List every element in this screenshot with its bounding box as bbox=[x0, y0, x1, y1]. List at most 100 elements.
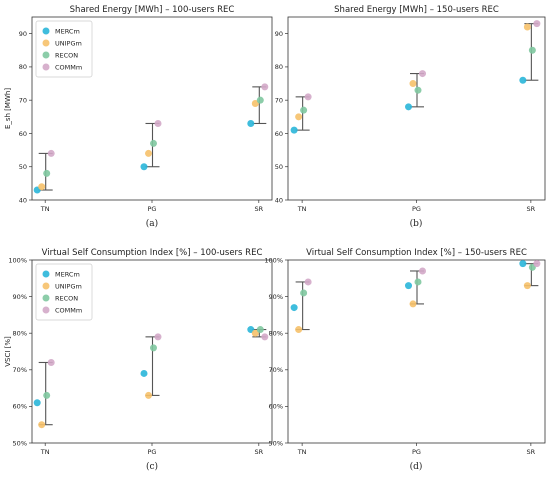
point-recon-pg bbox=[150, 139, 157, 147]
plot-frame bbox=[287, 16, 546, 201]
point-commm-sr bbox=[261, 83, 269, 91]
point-commm-sr bbox=[261, 333, 269, 341]
legend-label-mercm: MERCm bbox=[55, 270, 80, 278]
point-commm-sr bbox=[533, 260, 541, 268]
point-unipgm-sr bbox=[523, 23, 531, 31]
y-tick-label: 90 bbox=[19, 30, 27, 38]
y-tick-label: 60 bbox=[275, 130, 283, 138]
y-tick-label: 80 bbox=[19, 63, 27, 71]
legend-marker-unipgm bbox=[42, 39, 50, 47]
legend-marker-recon bbox=[42, 51, 50, 59]
y-tick-label: 90 bbox=[275, 30, 283, 38]
point-commm-tn bbox=[47, 149, 55, 157]
y-tick-label: 50 bbox=[275, 163, 283, 171]
chart-title: Virtual Self Consumption Index [%] – 100… bbox=[42, 248, 263, 258]
legend-box bbox=[35, 20, 93, 78]
chart-panel-1: Shared Energy [MWh] – 100-users REC 40 50 6… bbox=[4, 5, 273, 229]
y-tick-label: 70 bbox=[275, 96, 283, 104]
chart-title: Virtual Self Consumption Index [%] – 150… bbox=[306, 248, 527, 258]
y-tick-label: 100% bbox=[264, 256, 283, 264]
chart-title: Shared Energy [MWh] – 100-users REC bbox=[70, 5, 235, 15]
legend-marker-recon bbox=[42, 294, 50, 302]
point-unipgm-pg bbox=[145, 391, 152, 399]
legend-box bbox=[35, 263, 93, 321]
point-recon-sr bbox=[256, 96, 264, 104]
point-mercm-tn bbox=[33, 399, 41, 407]
point-commm-pg bbox=[154, 333, 162, 341]
point-commm-pg bbox=[419, 267, 426, 275]
y-tick-label: 60 bbox=[19, 130, 27, 138]
legend: MERCm UNIPGm RECON COMMm bbox=[35, 20, 93, 78]
y-tick-label: 40 bbox=[275, 196, 283, 204]
y-tick-label: 80% bbox=[13, 330, 27, 338]
x-tick-label-pg: PG bbox=[412, 205, 421, 213]
point-unipgm-tn bbox=[38, 183, 46, 191]
legend-label-commm: COMMm bbox=[55, 63, 82, 71]
point-unipgm-pg bbox=[145, 149, 152, 157]
legend-marker-commm bbox=[42, 63, 50, 71]
y-tick-label: 40 bbox=[19, 196, 27, 204]
y-tick-label: 90% bbox=[13, 293, 27, 301]
y-tick-label: 70% bbox=[269, 366, 283, 374]
x-tick-label-sr: SR bbox=[527, 448, 536, 456]
legend-label-unipgm: UNIPGm bbox=[55, 282, 82, 290]
chart-panel-2: Shared Energy [MWh] – 150-users REC 40 50 6… bbox=[275, 5, 546, 229]
point-recon-tn bbox=[300, 289, 308, 297]
chart-title: Shared Energy [MWh] – 150-users REC bbox=[334, 5, 499, 15]
legend-marker-mercm bbox=[42, 270, 50, 278]
y-tick-label: 50% bbox=[269, 439, 283, 447]
point-unipgm-tn bbox=[295, 113, 303, 121]
point-mercm-pg bbox=[140, 163, 148, 171]
legend-label-commm: COMMm bbox=[55, 306, 82, 314]
panel-caption: (d) bbox=[410, 461, 423, 472]
point-commm-tn bbox=[47, 358, 55, 366]
x-tick-label-tn: TN bbox=[297, 205, 307, 213]
legend-marker-unipgm bbox=[42, 282, 50, 290]
chart-panel-3: Virtual Self Consumption Index [%] – 100… bbox=[4, 248, 273, 472]
chart-panel-4: Virtual Self Consumption Index [%] – 150… bbox=[264, 248, 546, 472]
point-mercm-sr bbox=[519, 260, 527, 268]
point-recon-tn bbox=[43, 169, 51, 177]
y-tick-label: 60% bbox=[13, 403, 27, 411]
x-tick-label-sr: SR bbox=[527, 205, 536, 213]
legend: MERCm UNIPGm RECON COMMm bbox=[35, 263, 93, 321]
x-tick-label-pg: PG bbox=[412, 448, 421, 456]
y-tick-label: 90% bbox=[269, 293, 283, 301]
panel-caption: (a) bbox=[146, 218, 158, 229]
legend-label-recon: RECON bbox=[55, 294, 78, 302]
x-tick-label-pg: PG bbox=[148, 205, 157, 213]
point-unipgm-sr bbox=[251, 100, 259, 108]
point-commm-tn bbox=[304, 278, 312, 286]
x-tick-label-tn: TN bbox=[40, 448, 50, 456]
point-mercm-tn bbox=[290, 304, 298, 312]
x-tick-label-sr: SR bbox=[254, 205, 263, 213]
y-tick-label: 50 bbox=[19, 163, 27, 171]
point-recon-sr bbox=[256, 326, 264, 334]
point-recon-sr bbox=[528, 46, 536, 54]
point-recon-pg bbox=[414, 278, 422, 286]
x-tick-label-tn: TN bbox=[297, 448, 307, 456]
point-mercm-pg bbox=[405, 282, 412, 290]
point-recon-tn bbox=[300, 106, 308, 114]
point-mercm-sr bbox=[519, 76, 527, 84]
point-commm-sr bbox=[533, 20, 541, 28]
point-unipgm-tn bbox=[38, 421, 46, 429]
legend-marker-commm bbox=[42, 306, 50, 314]
point-mercm-sr bbox=[247, 119, 255, 127]
point-unipgm-tn bbox=[295, 326, 303, 334]
legend-label-mercm: MERCm bbox=[55, 27, 80, 35]
point-commm-tn bbox=[304, 93, 312, 101]
x-tick-label-pg: PG bbox=[148, 448, 157, 456]
y-tick-label: 80 bbox=[275, 63, 283, 71]
y-tick-label: 70% bbox=[13, 366, 27, 374]
point-recon-pg bbox=[414, 86, 422, 94]
panel-caption: (c) bbox=[146, 461, 158, 472]
y-tick-label: 50% bbox=[13, 439, 27, 447]
y-tick-label: 60% bbox=[269, 403, 283, 411]
point-unipgm-pg bbox=[409, 80, 417, 88]
point-mercm-pg bbox=[140, 369, 148, 377]
y-axis-label: E_sh [MWh] bbox=[4, 88, 12, 129]
point-mercm-tn bbox=[290, 126, 298, 134]
point-commm-pg bbox=[154, 119, 162, 127]
